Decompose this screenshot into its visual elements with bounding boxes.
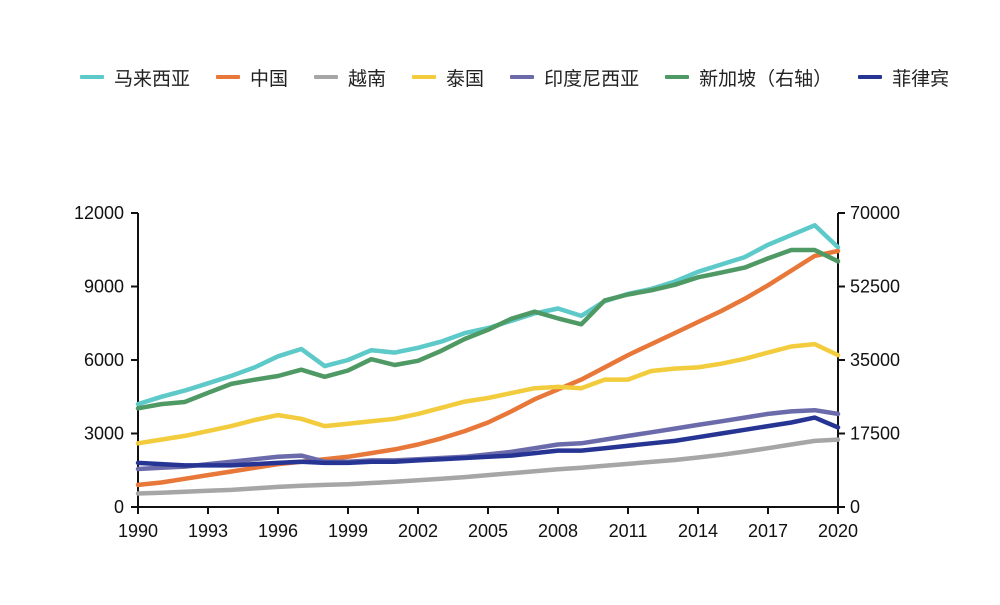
legend-label: 中国 [250, 67, 289, 90]
y-tick-label-left: 0 [114, 497, 124, 517]
legend-label: 泰国 [446, 67, 485, 90]
x-tick-label: 2014 [678, 521, 718, 541]
legend-item: 泰国 [412, 64, 484, 91]
legend-item: 越南 [314, 64, 386, 91]
x-tick-label: 1996 [258, 521, 298, 541]
y-tick-label-left: 12000 [74, 203, 124, 223]
series-line [135, 407, 841, 472]
legend-item: 新加坡（右轴） [665, 64, 832, 91]
x-tick-label: 2008 [538, 521, 578, 541]
legend-item: 马来西亚 [80, 64, 190, 91]
y-tick-label-right: 52500 [850, 277, 900, 297]
x-tick-label: 2017 [748, 521, 788, 541]
y-tick-label-right: 0 [850, 497, 860, 517]
series-line [135, 248, 841, 488]
series-line [135, 341, 841, 446]
legend-label: 马来西亚 [114, 67, 191, 90]
y-tick-label-right: 35000 [850, 350, 900, 370]
y-tick-label-left: 3000 [84, 424, 124, 444]
x-tick-label: 2011 [609, 521, 648, 541]
legend-item: 中国 [216, 64, 288, 91]
series-line [135, 415, 841, 468]
legend-swatch [858, 75, 883, 79]
legend-swatch [80, 75, 104, 79]
legend: 马来西亚 中国 越南 泰国 印度尼西亚 新加坡（右轴） 菲律宾 [80, 62, 975, 92]
series-line [135, 437, 841, 496]
y-tick-label-left: 6000 [84, 350, 124, 370]
legend-item: 印度尼西亚 [510, 64, 639, 91]
legend-swatch [216, 75, 241, 79]
y-tick-label-right: 70000 [850, 203, 900, 223]
legend-swatch [412, 75, 437, 79]
x-tick-label: 1999 [328, 521, 368, 541]
legend-swatch [510, 75, 535, 79]
x-tick-label: 2020 [818, 521, 858, 541]
legend-swatch [314, 75, 339, 79]
legend-label: 菲律宾 [892, 67, 950, 90]
x-tick-label: 2002 [398, 521, 438, 541]
legend-label: 印度尼西亚 [544, 67, 640, 90]
y-tick-label-right: 17500 [850, 424, 900, 444]
legend-label: 新加坡（右轴） [699, 67, 833, 90]
legend-label: 越南 [348, 67, 387, 90]
x-tick-label: 1990 [118, 521, 158, 541]
series-line [135, 247, 841, 411]
series-line [135, 223, 841, 407]
legend-item: 菲律宾 [858, 64, 949, 91]
x-tick-label: 2005 [468, 521, 508, 541]
x-tick-label: 1993 [188, 521, 228, 541]
y-tick-label-left: 9000 [84, 277, 124, 297]
legend-swatch [665, 75, 690, 79]
